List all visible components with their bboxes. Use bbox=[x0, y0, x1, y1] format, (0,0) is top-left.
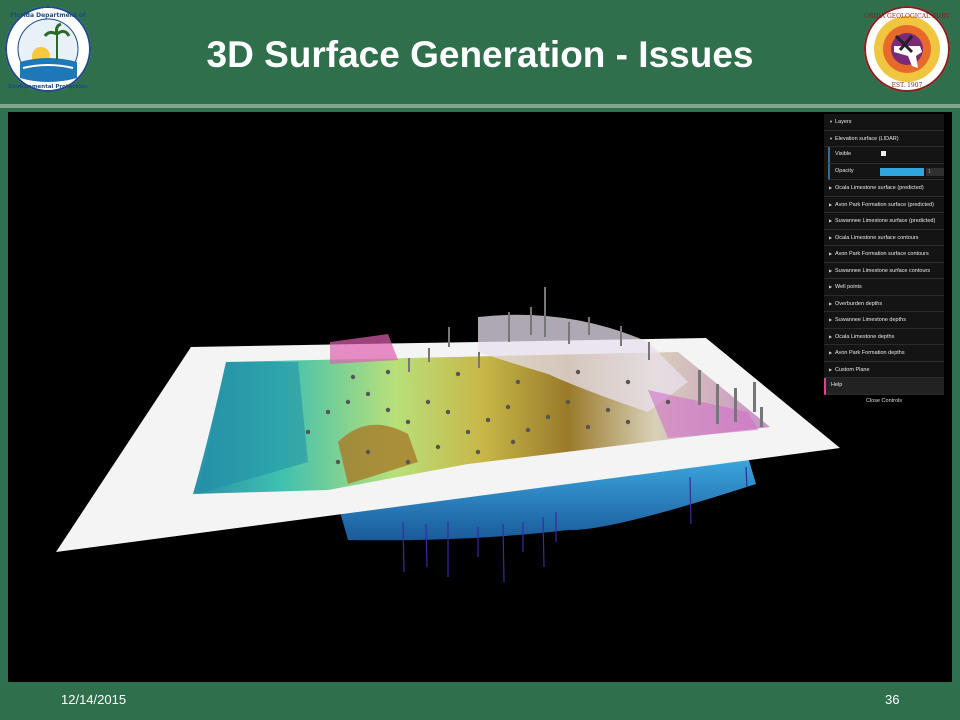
3d-viewport[interactable]: ▼ Layers ▼ Elevation surface (LIDAR) Visib… bbox=[8, 112, 952, 682]
visible-checkbox[interactable] bbox=[881, 151, 887, 157]
layer-item[interactable]: ▶ Suwannee Limestone surface (predicted) bbox=[824, 213, 944, 230]
layer-item-label: Suwannee Limestone surface (predicted) bbox=[835, 218, 936, 224]
layer-item-label: Avon Park Formation depths bbox=[835, 350, 905, 356]
layer-item-label: Suwannee Limestone depths bbox=[835, 317, 906, 323]
layers-label: Layers bbox=[835, 119, 852, 125]
3d-surface-scene[interactable] bbox=[8, 112, 952, 682]
layer-item[interactable]: ▶ Ocala Limestone surface contours bbox=[824, 230, 944, 246]
opacity-value-input[interactable]: 1 bbox=[926, 167, 944, 176]
opacity-label: Opacity bbox=[835, 167, 854, 174]
slide-header: Florida Department of Environmental Prot… bbox=[0, 0, 960, 110]
fdep-seal-icon: Florida Department of Environmental Prot… bbox=[5, 6, 91, 92]
layer-item-label: Avon Park Formation surface (predicted) bbox=[835, 201, 934, 208]
slide-date: 12/14/2015 bbox=[61, 692, 127, 707]
svg-text:Florida Department of: Florida Department of bbox=[10, 12, 86, 19]
layer-item-label: Well points bbox=[835, 284, 862, 290]
chevron-right-icon: ▶ bbox=[829, 218, 833, 223]
slide-title: 3D Surface Generation - Issues bbox=[206, 34, 754, 75]
layer-item[interactable]: ▶ Avon Park Formation surface (predicted) bbox=[824, 197, 944, 213]
well-points bbox=[408, 287, 763, 427]
close-controls-button[interactable]: Close Controls bbox=[824, 394, 944, 407]
chevron-down-icon: ▼ bbox=[829, 119, 833, 124]
chevron-right-icon: ▶ bbox=[829, 201, 833, 207]
visible-label: Visible bbox=[835, 151, 852, 157]
layer-controls-panel: ▼ Layers ▼ Elevation surface (LIDAR) Visib… bbox=[824, 114, 944, 407]
layer-item-label: Custom Plane bbox=[835, 366, 870, 373]
svg-text:EST. 1907: EST. 1907 bbox=[892, 82, 923, 89]
slide-page-number: 36 bbox=[885, 692, 900, 707]
layer-item-label: Avon Park Formation surface contours bbox=[835, 251, 929, 257]
chevron-right-icon: ▶ bbox=[829, 267, 833, 273]
layers-folder[interactable]: ▼ Layers bbox=[824, 114, 944, 131]
visible-toggle-row[interactable]: Visible bbox=[828, 147, 944, 164]
layer-item-label: Ocala Limestone surface (predicted) bbox=[835, 185, 924, 191]
layer-item-label: Overburden depths bbox=[835, 300, 883, 307]
layer-item[interactable]: ▶ Avon Park Formation surface contours bbox=[824, 246, 944, 263]
fgs-seal-icon: FLORIDA GEOLOGICAL SURVEY EST. 1907 bbox=[864, 6, 950, 92]
chevron-right-icon: ▶ bbox=[829, 251, 833, 256]
slide-footer: 12/14/2015 36 bbox=[0, 686, 960, 720]
chevron-right-icon: ▶ bbox=[829, 185, 833, 190]
chevron-right-icon: ▶ bbox=[829, 300, 833, 306]
chevron-right-icon: ▶ bbox=[829, 317, 833, 322]
layer-item[interactable]: ▶ Suwannee Limestone surface contours bbox=[824, 263, 944, 279]
layer-item-label: Suwannee Limestone surface contours bbox=[835, 267, 931, 274]
well-lines-below bbox=[402, 466, 748, 583]
opacity-slider[interactable] bbox=[880, 167, 924, 176]
help-button[interactable]: Help bbox=[824, 378, 944, 395]
layer-item[interactable]: ▶ Overburden depths bbox=[824, 296, 944, 312]
limestone-surface bbox=[340, 457, 756, 541]
chevron-right-icon: ▶ bbox=[829, 284, 833, 289]
elevation-surface-label: Elevation surface (LIDAR) bbox=[835, 135, 899, 142]
svg-text:FLORIDA GEOLOGICAL SURVEY: FLORIDA GEOLOGICAL SURVEY bbox=[864, 13, 950, 20]
elevation-surface-folder[interactable]: ▼ Elevation surface (LIDAR) bbox=[824, 131, 944, 147]
chevron-right-icon: ▶ bbox=[829, 333, 833, 339]
chevron-right-icon: ▶ bbox=[829, 366, 833, 372]
chevron-down-icon: ▼ bbox=[829, 135, 833, 141]
chevron-right-icon: ▶ bbox=[829, 234, 833, 240]
opacity-slider-row[interactable]: Opacity 1 bbox=[828, 163, 944, 180]
header-divider bbox=[0, 104, 960, 108]
layer-item[interactable]: ▶ Suwannee Limestone depths bbox=[824, 312, 944, 329]
chevron-right-icon: ▶ bbox=[829, 350, 833, 355]
layer-item[interactable]: ▶ Avon Park Formation depths bbox=[824, 345, 944, 362]
layer-item-label: Ocala Limestone depths bbox=[835, 333, 895, 340]
layer-item[interactable]: ▶ Ocala Limestone depths bbox=[824, 329, 944, 345]
layer-item[interactable]: ▶ Well points bbox=[824, 279, 944, 296]
svg-text:Environmental Protection: Environmental Protection bbox=[8, 84, 88, 90]
layer-item-label: Ocala Limestone surface contours bbox=[835, 234, 919, 241]
layer-item[interactable]: ▶ Ocala Limestone surface (predicted) bbox=[824, 180, 944, 197]
layer-item[interactable]: ▶ Custom Plane bbox=[824, 362, 944, 378]
